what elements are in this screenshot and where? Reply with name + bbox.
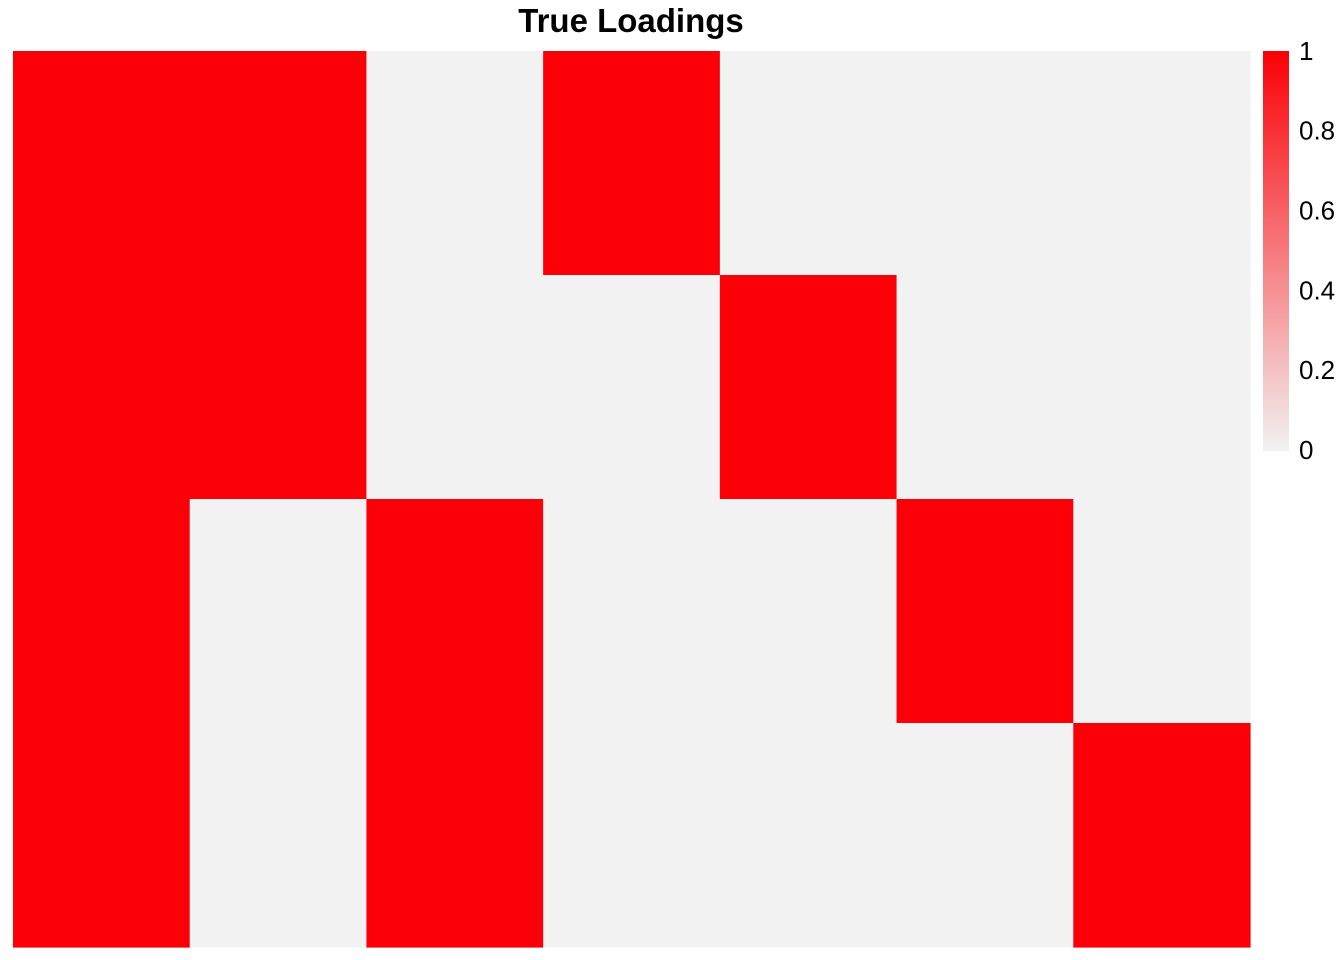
color-legend: 1 0.8 0.6 0.4 0.2 0 (1263, 36, 1335, 465)
legend-tick-label: 0 (1299, 435, 1313, 465)
chart-title: True Loadings (518, 2, 744, 39)
heatmap-cell-r1-c3 (366, 51, 543, 276)
heatmap-cell-r4-c3 (366, 723, 543, 948)
heatmap-cell-r2-c3 (366, 275, 543, 500)
legend-tick-label: 0.2 (1299, 355, 1335, 385)
heatmap-cell-r4-c7 (1073, 723, 1250, 948)
heatmap-cell-r1-c4 (543, 51, 720, 276)
heatmap-cell-r3-c7 (1073, 499, 1250, 724)
heatmap-cell-r4-c5 (720, 723, 897, 948)
heatmap-cell-r1-c1 (13, 51, 190, 276)
heatmap-cell-r1-c6 (897, 51, 1074, 276)
heatmap-cells (13, 51, 1251, 948)
heatmap-cell-r1-c5 (720, 51, 897, 276)
heatmap-cell-r4-c4 (543, 723, 720, 948)
heatmap-cell-r1-c2 (190, 51, 367, 276)
heatmap-cell-r2-c4 (543, 275, 720, 500)
legend-ticks: 1 0.8 0.6 0.4 0.2 0 (1299, 36, 1335, 465)
heatmap-cell-r2-c2 (190, 275, 367, 500)
legend-tick-label: 0.6 (1299, 195, 1335, 225)
legend-tick-label: 0.4 (1299, 275, 1335, 305)
heatmap-cell-r3-c6 (897, 499, 1074, 724)
heatmap-cell-r1-c7 (1073, 51, 1250, 276)
legend-tick-label: 0.8 (1299, 116, 1335, 146)
heatmap-cell-r3-c4 (543, 499, 720, 724)
legend-tick-label: 1 (1299, 36, 1313, 66)
heatmap-cell-r2-c5 (720, 275, 897, 500)
heatmap-cell-r4-c2 (190, 723, 367, 948)
heatmap-cell-r2-c7 (1073, 275, 1250, 500)
heatmap-cell-r2-c6 (897, 275, 1074, 500)
heatmap-cell-r2-c1 (13, 275, 190, 500)
heatmap-cell-r3-c2 (190, 499, 367, 724)
heatmap-cell-r4-c6 (897, 723, 1074, 948)
heatmap-cell-r4-c1 (13, 723, 190, 948)
heatmap-cell-r3-c3 (366, 499, 543, 724)
legend-color-bar (1263, 51, 1289, 451)
heatmap-cell-r3-c1 (13, 499, 190, 724)
heatmap-cell-r3-c5 (720, 499, 897, 724)
